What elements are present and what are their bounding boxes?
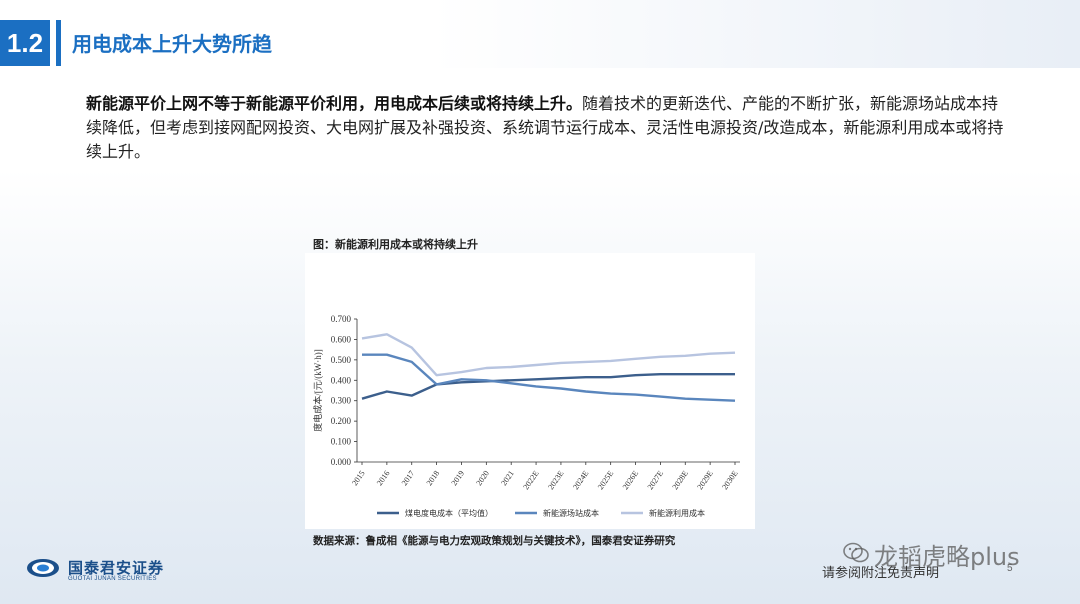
x-tick-label: 2027E xyxy=(646,469,665,491)
x-tick-label: 2018 xyxy=(425,469,442,487)
header-bar: 1.2 用电成本上升大势所趋 xyxy=(0,0,1080,68)
disclaimer-link[interactable]: 请参阅附注免责声明 xyxy=(822,566,940,581)
y-tick-label: 0.700 xyxy=(331,314,352,324)
line-chart: 0.000 0.100 0.200 0.300 0.400 0.500 0.600 0.700… xyxy=(312,314,740,518)
watermark-text: 龙韬虎略plus xyxy=(874,543,1020,571)
section-number: 1.2 xyxy=(0,20,50,66)
y-tick-label: 0.600 xyxy=(331,334,352,344)
x-tick-label: 2019 xyxy=(450,469,467,487)
x-tick-label: 2016 xyxy=(375,469,392,487)
chart-container: 0.000 0.100 0.200 0.300 0.400 0.500 0.600 0.700… xyxy=(305,253,755,529)
y-axis-label: 度电成本/[元/(kW·h)] xyxy=(312,349,323,431)
y-tick-label: 0.300 xyxy=(331,396,352,406)
x-tick-label: 2028E xyxy=(671,469,690,491)
y-tick-label: 0.400 xyxy=(331,375,352,385)
logo-mark-icon xyxy=(27,559,59,577)
body-paragraph: 新能源平价上网不等于新能源平价利用，用电成本后续或将持续上升。随着技术的更新迭代… xyxy=(86,92,1006,164)
x-tick-label: 2025E xyxy=(596,469,615,491)
body-normal-text: 随着技术的更新迭代、产能的不断扩张，新能源场站成本持续降低，但考虑到接网配网投资… xyxy=(86,94,1004,161)
legend-label-3: 新能源利用成本 xyxy=(649,508,705,518)
y-tick-label: 0.500 xyxy=(331,355,352,365)
y-tick-label: 0.200 xyxy=(331,416,352,426)
page-title: 用电成本上升大势所趋 xyxy=(72,32,272,56)
company-logo: 国泰君安证券 GUOTAI JUNAN SECURITIES xyxy=(26,558,176,582)
logo-text-en: GUOTAI JUNAN SECURITIES xyxy=(68,576,157,582)
body-bold-text: 新能源平价上网不等于新能源平价利用，用电成本后续或将持续上升。 xyxy=(86,94,583,113)
legend-label-1: 煤电度电成本（平均值） xyxy=(405,508,493,518)
wechat-icon xyxy=(843,542,869,563)
x-tick-label: 2026E xyxy=(621,469,640,491)
x-tick-label: 2030E xyxy=(720,469,739,491)
x-tick-label: 2024E xyxy=(571,469,590,491)
figure-title: 图：新能源利用成本或将持续上升 xyxy=(313,238,478,251)
x-tick-label: 2021 xyxy=(499,469,516,487)
x-tick-label: 2015 xyxy=(350,469,367,487)
legend-label-2: 新能源场站成本 xyxy=(543,508,599,518)
y-tick-label: 0.100 xyxy=(331,437,352,447)
x-tick-label: 2020 xyxy=(474,469,491,487)
x-tick-label: 2029E xyxy=(695,469,714,491)
x-tick-label: 2023E xyxy=(546,469,565,491)
x-tick-label: 2022E xyxy=(521,469,540,491)
logo-text-cn: 国泰君安证券 xyxy=(68,559,165,577)
y-tick-label: 0.000 xyxy=(331,457,352,467)
x-tick-label: 2017 xyxy=(400,469,417,487)
series-line-2 xyxy=(362,353,736,402)
section-divider xyxy=(56,20,61,66)
series-line-1 xyxy=(361,372,735,400)
page-number: 5 xyxy=(1007,563,1013,574)
series-line-3 xyxy=(361,333,736,377)
figure-source: 数据来源：鲁成相《能源与电力宏观政策规划与关键技术》，国泰君安证券研究 xyxy=(313,535,676,547)
